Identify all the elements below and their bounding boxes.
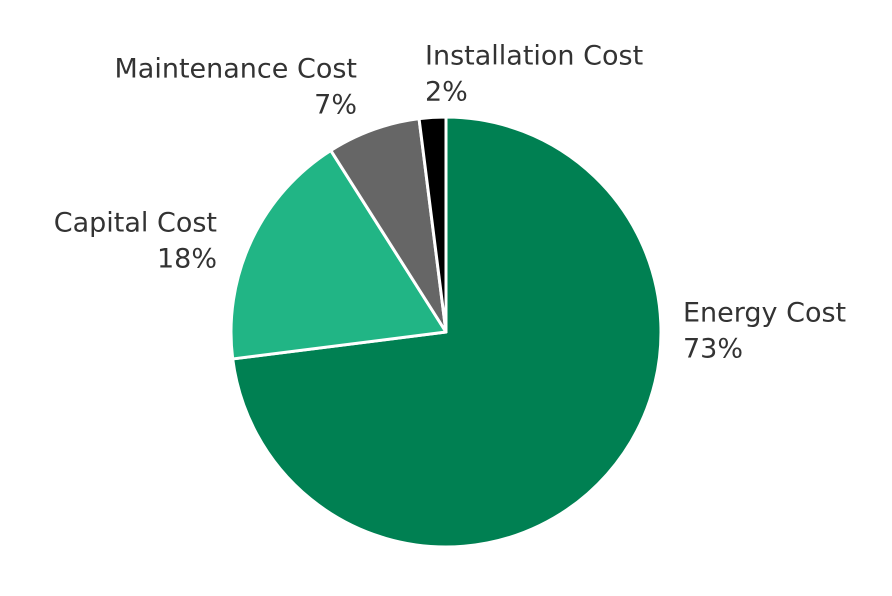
slice-value-label: 7% — [314, 90, 357, 121]
slice-value-label: 2% — [425, 77, 468, 108]
slice-label: Installation Cost — [425, 41, 643, 72]
pie-slice — [229, 148, 448, 361]
pie-slice — [417, 115, 448, 334]
slice-value-label: 18% — [157, 244, 217, 275]
slice-label: Capital Cost — [54, 208, 217, 239]
slice-value-label: 73% — [683, 334, 743, 365]
slice-label: Maintenance Cost — [115, 54, 358, 85]
slice-label: Energy Cost — [683, 298, 846, 329]
